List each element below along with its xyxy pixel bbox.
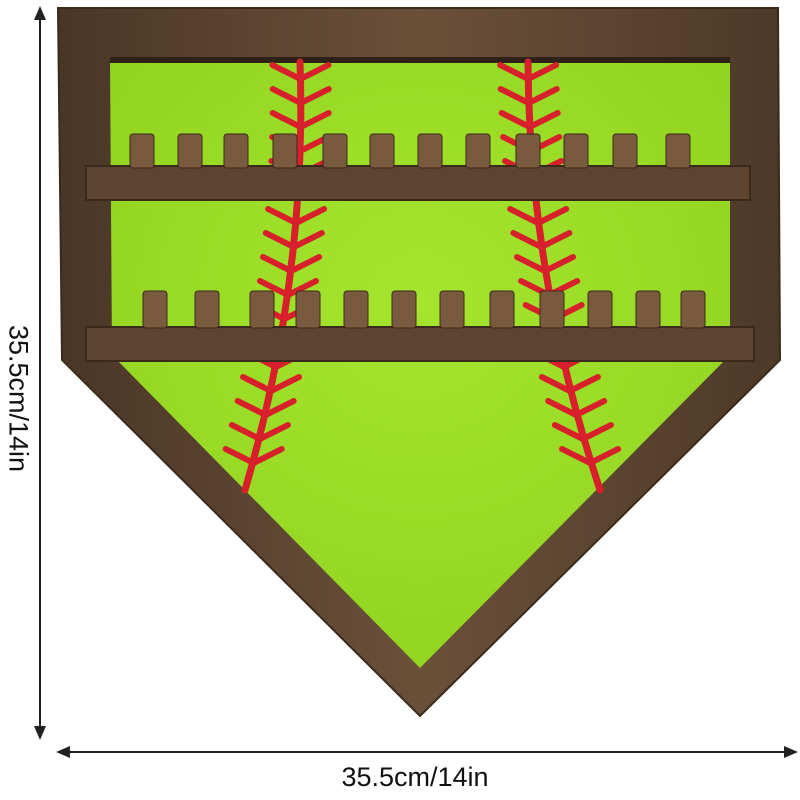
right-seam	[524, 58, 604, 494]
peg	[489, 290, 515, 329]
stitch-mark	[559, 446, 622, 467]
peg	[417, 133, 443, 169]
peg	[587, 290, 613, 329]
top-shelf	[85, 165, 751, 201]
peg	[249, 290, 275, 329]
stitch-mark	[551, 422, 614, 443]
stitch-mark	[498, 110, 561, 131]
stitch-mark	[545, 398, 608, 419]
bottom-shelf	[85, 326, 755, 362]
peg	[563, 133, 589, 169]
softball-board	[110, 60, 730, 668]
peg	[177, 133, 203, 169]
stitch-mark	[497, 62, 560, 83]
height-label: 35.5cm/14in	[3, 324, 34, 473]
peg	[272, 133, 298, 169]
stitch-mark	[228, 422, 291, 443]
stitch-mark	[260, 254, 323, 275]
stitch-mark	[269, 86, 332, 107]
left-seam	[241, 58, 305, 494]
stitch-mark	[510, 230, 573, 251]
stitch-mark	[269, 110, 332, 131]
peg	[439, 290, 465, 329]
peg	[680, 290, 706, 329]
peg	[295, 290, 321, 329]
peg	[369, 133, 395, 169]
stitch-mark	[222, 446, 285, 467]
peg	[465, 133, 491, 169]
peg	[515, 133, 541, 169]
stitch-mark	[262, 230, 325, 251]
softball-stitches	[222, 58, 622, 494]
peg	[343, 290, 369, 329]
stitch-mark	[269, 62, 332, 83]
width-label: 35.5cm/14in	[341, 762, 489, 792]
width-dimension-arrow	[56, 746, 798, 758]
peg	[391, 290, 417, 329]
peg	[635, 290, 661, 329]
peg	[612, 133, 638, 169]
stitch-mark	[514, 254, 577, 275]
peg	[665, 133, 691, 169]
peg	[322, 133, 348, 169]
stitch-mark	[507, 206, 570, 227]
height-dimension-arrow	[34, 6, 46, 740]
stitch-mark	[497, 86, 560, 107]
peg	[539, 290, 565, 329]
peg	[142, 290, 168, 329]
peg	[129, 133, 155, 169]
peg	[223, 133, 249, 169]
stitch-mark	[256, 278, 319, 299]
stitch-mark	[234, 398, 297, 419]
peg	[194, 290, 220, 329]
stitch-mark	[538, 374, 601, 395]
stitch-mark	[265, 206, 328, 227]
stitch-mark	[240, 374, 303, 395]
